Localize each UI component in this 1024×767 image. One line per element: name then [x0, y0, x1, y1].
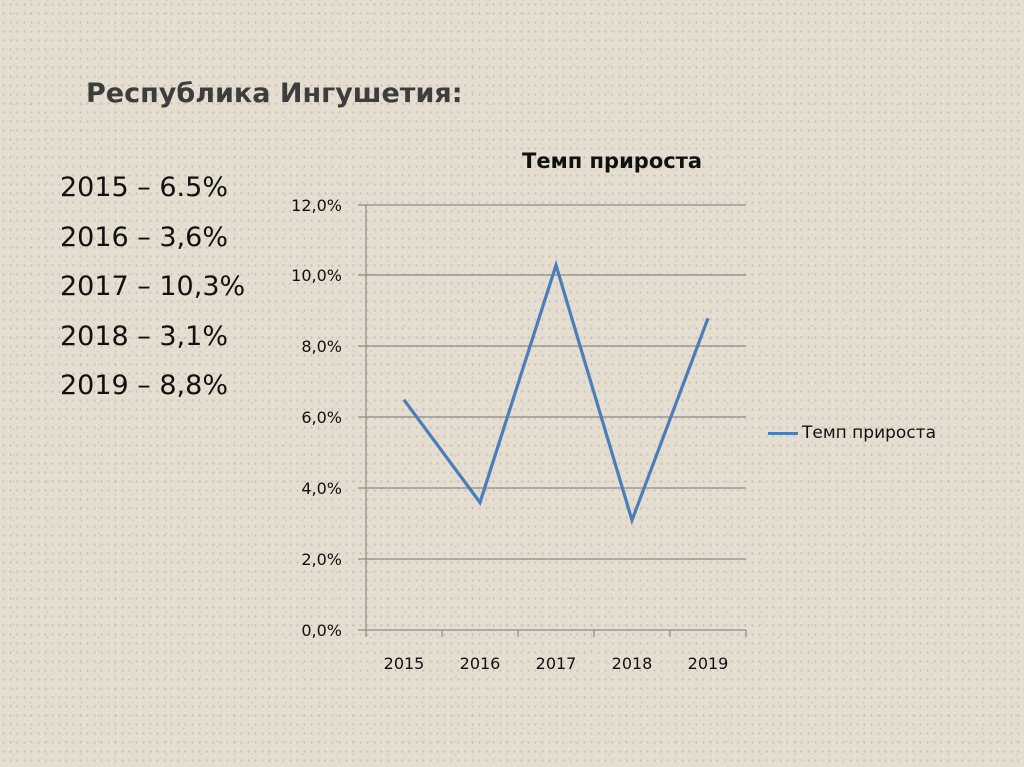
value-item: 2015 – 6.5%: [60, 172, 228, 203]
chart-title: Темп прироста: [522, 149, 703, 173]
axes: [365, 205, 747, 637]
value-item: 2017 – 10,3%: [60, 271, 246, 302]
y-tick-label: 6,0%: [301, 408, 342, 427]
legend-label: Темп прироста: [802, 423, 936, 443]
y-axis-labels: 0,0% 2,0% 4,0% 6,0% 8,0% 10,0% 12,0%: [291, 196, 342, 640]
y-tick-label: 10,0%: [291, 266, 342, 285]
chart-legend: Темп прироста: [768, 423, 936, 443]
series-line-temp-prirosta: [402, 259, 710, 526]
y-tick-label: 12,0%: [291, 196, 342, 215]
y-tick-label: 2,0%: [301, 550, 342, 569]
y-tick-label: 0,0%: [301, 621, 342, 640]
value-item: 2019 – 8,8%: [60, 370, 228, 401]
yearly-values-list: 2015 – 6.5% 2016 – 3,6% 2017 – 10,3% 201…: [60, 166, 245, 414]
y-tick-label: 8,0%: [301, 337, 342, 356]
x-tick-label: 2018: [612, 654, 653, 673]
gridlines: [358, 204, 746, 631]
x-tick-label: 2019: [688, 654, 729, 673]
slide-title: Республика Ингушетия:: [86, 78, 463, 109]
legend-line-swatch-icon: [768, 431, 798, 435]
value-item: 2016 – 3,6%: [60, 221, 228, 253]
x-tick-label: 2015: [384, 654, 425, 673]
y-tick-label: 4,0%: [301, 479, 342, 498]
value-item: 2018 – 3,1%: [60, 320, 228, 352]
x-tick-label: 2016: [460, 654, 501, 673]
x-tick-label: 2017: [536, 654, 577, 673]
x-axis-labels: 2015 2016 2017 2018 2019: [384, 654, 729, 673]
